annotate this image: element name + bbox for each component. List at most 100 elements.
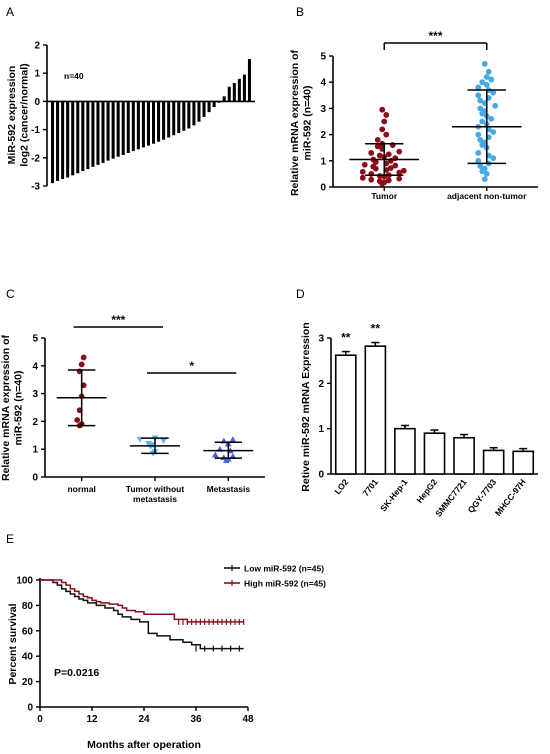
data-point <box>477 136 484 143</box>
survival-curve <box>40 579 244 623</box>
bar <box>76 101 80 174</box>
data-point <box>481 165 488 172</box>
data-point <box>368 176 375 183</box>
x-tick-label: 24 <box>138 714 150 725</box>
bar <box>237 78 241 102</box>
panel-label: E <box>6 532 14 546</box>
data-point <box>381 118 388 125</box>
bar <box>101 101 105 163</box>
y-tick-label: 60 <box>22 626 34 637</box>
y-tick-label: 1 <box>318 424 324 435</box>
y-axis-label: Percent survival <box>7 603 19 684</box>
bar <box>71 101 75 176</box>
y-axis-label: Retive miR-592 mRNA Expression <box>300 322 312 491</box>
y-tick-label: 20 <box>22 677 34 688</box>
y-tick-label: 2 <box>318 379 324 390</box>
bar <box>136 101 140 150</box>
x-tick-label: Metastasis <box>207 484 251 494</box>
panel-a: A -3 -2 -1 0 1 2 n=40 MiR-592 expressionlog2 (ca… <box>6 5 255 193</box>
data-point <box>80 354 87 361</box>
y-axis-label-group: Percent survival <box>7 603 19 684</box>
bar <box>66 101 70 178</box>
data-point <box>387 165 394 172</box>
x-tick-label-group: SK-Hep-1 <box>378 477 410 514</box>
p-value-annotation: P=0.0216 <box>54 667 99 679</box>
bar <box>167 101 171 138</box>
x-tick-label: 0 <box>37 714 43 725</box>
data-point <box>475 92 482 99</box>
y-tick-label: 0 <box>320 183 326 194</box>
x-tick-label: HepG2 <box>414 477 439 505</box>
y-axis-label-group: Relative mRNA expression ofmiR-592 (n=40… <box>289 49 314 196</box>
bar <box>157 101 161 142</box>
bar <box>222 96 226 102</box>
data-point <box>361 161 368 168</box>
bar <box>453 436 475 475</box>
x-axis-label: Months after operation <box>87 739 201 751</box>
data-point <box>488 115 495 122</box>
data-point <box>396 175 403 182</box>
y-tick-label: 1 <box>320 156 326 167</box>
y-tick-label: 80 <box>22 601 34 612</box>
survival-curve <box>40 579 244 650</box>
y-axis-label: Relative mRNA expression ofmiR-592 (n=40… <box>0 334 25 481</box>
data-point <box>211 451 219 458</box>
panel-label: B <box>296 5 304 19</box>
legend-entry: Low miR-592 (n=45) <box>244 564 324 574</box>
x-tick-label: 7701 <box>360 477 380 498</box>
significance-label: * <box>189 359 194 373</box>
bar <box>56 101 60 181</box>
x-tick-label: 48 <box>242 714 254 725</box>
y-tick-label: 0 <box>32 473 38 484</box>
annotation-n: n=40 <box>64 71 84 81</box>
bar <box>86 101 90 170</box>
legend-entry: High miR-592 (n=45) <box>244 579 326 589</box>
data-point <box>392 162 399 169</box>
y-tick-label: 5 <box>320 52 326 63</box>
panel-b: B 0 1 2 3 4 5 Tumor adjacent non-tumor *** Relativ… <box>289 5 538 201</box>
bar <box>217 101 221 103</box>
bar-significance-label: ** <box>371 322 381 336</box>
data-point <box>381 179 388 186</box>
bar <box>152 101 156 144</box>
y-axis-label: MiR-592 expressionlog2 (cancer/normal) <box>6 63 31 166</box>
x-tick-label-group: QGY-7703 <box>466 477 499 515</box>
data-point <box>229 452 237 459</box>
bar <box>207 101 211 113</box>
data-point <box>483 81 490 88</box>
x-tick-label: 36 <box>190 714 202 725</box>
significance-label: *** <box>428 29 442 43</box>
bar <box>512 450 535 475</box>
y-tick-label: 2 <box>34 41 40 52</box>
x-tick-label: normal <box>67 484 95 494</box>
data-point <box>475 150 482 156</box>
bar <box>146 101 150 146</box>
data-point <box>359 168 366 175</box>
y-tick-label: 3 <box>318 334 324 345</box>
data-point <box>479 79 486 86</box>
bar <box>81 101 85 172</box>
y-tick-label: 3 <box>32 389 38 400</box>
data-point <box>396 148 403 155</box>
bar <box>111 101 115 159</box>
data-point <box>490 129 497 135</box>
y-axis-label-group: Relative mRNA expression ofmiR-592 (n=40… <box>0 334 25 481</box>
y-tick-label: -3 <box>31 182 40 193</box>
significance-label: *** <box>111 313 125 327</box>
x-tick-label-group: 7701 <box>360 477 380 498</box>
data-point <box>359 174 366 181</box>
bar <box>232 83 236 102</box>
data-point <box>488 76 495 83</box>
bar <box>394 427 416 475</box>
y-tick-label: 0 <box>34 97 40 108</box>
panel-label: C <box>6 287 15 301</box>
data-point <box>475 131 482 138</box>
panel-label: D <box>296 287 305 301</box>
data-point <box>220 454 228 461</box>
y-tick-label: 40 <box>22 652 34 663</box>
data-point <box>229 436 237 443</box>
data-point <box>374 136 381 143</box>
bar <box>247 59 251 102</box>
bar <box>192 101 196 126</box>
